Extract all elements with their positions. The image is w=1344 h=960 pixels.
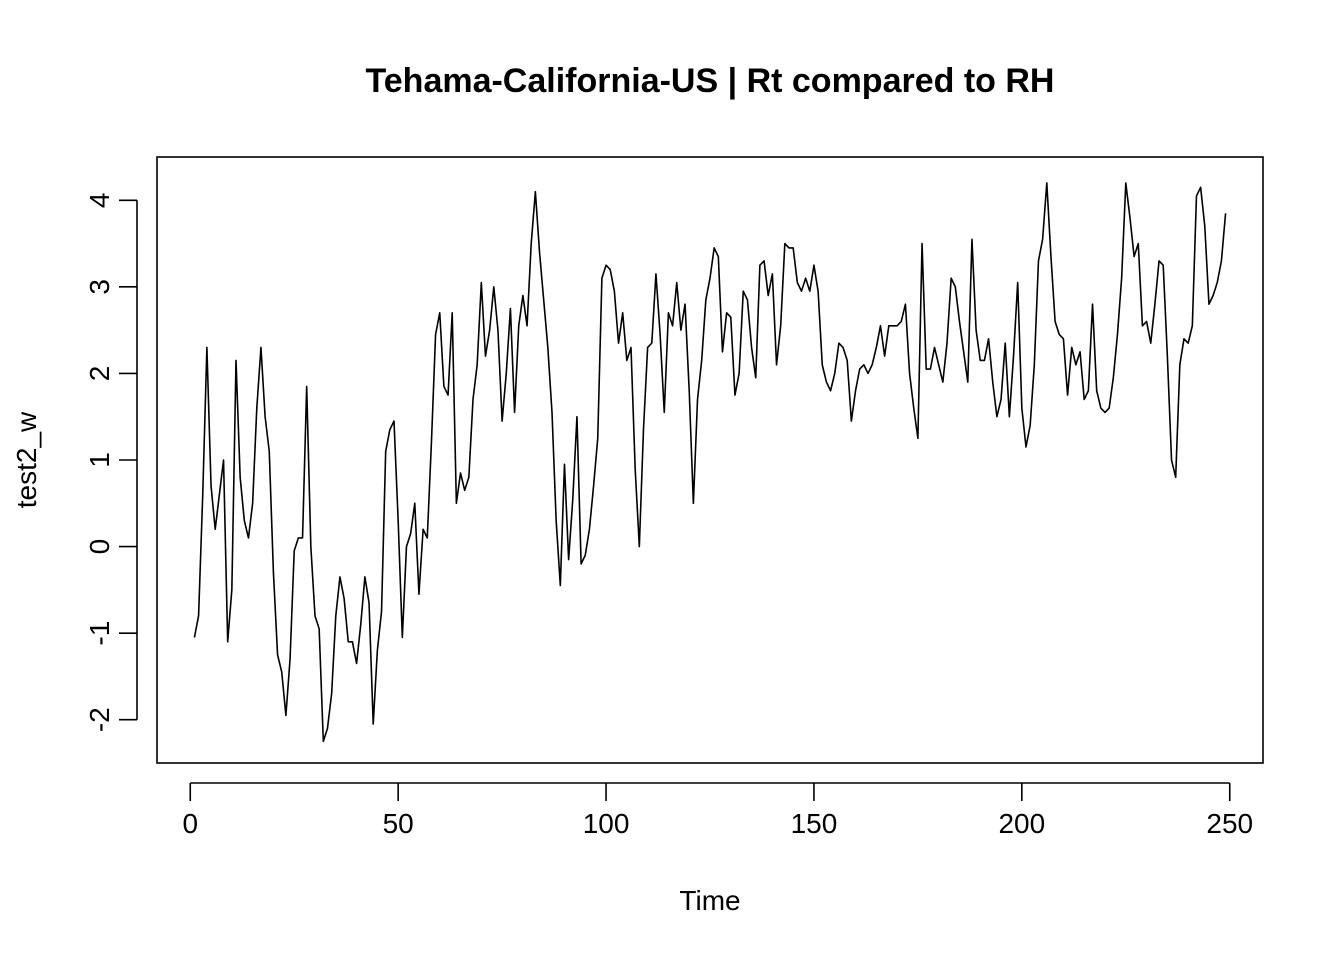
y-tick-label: -1 [84,621,115,646]
x-tick-label: 150 [791,808,838,839]
y-axis-label: test2_w [11,411,42,508]
y-tick-label: 1 [84,452,115,468]
y-axis: -2 -1 0 1 2 3 4 [84,192,138,732]
x-axis-label: Time [679,885,740,916]
y-tick-label: 0 [84,539,115,555]
x-axis: 0 50 100 150 200 250 [182,782,1253,839]
y-tick-label: 3 [84,279,115,295]
x-tick-label: 250 [1206,808,1253,839]
x-tick-label: 100 [583,808,630,839]
plot-frame [156,156,1264,764]
y-tick-label: 2 [84,366,115,382]
y-tick-label: -2 [84,707,115,732]
x-tick-label: 200 [998,808,1045,839]
y-tick-label: 4 [84,192,115,208]
series-line [193,182,1227,743]
x-tick-label: 0 [182,808,198,839]
x-tick-label: 50 [383,808,414,839]
chart-title: Tehama-California-US | Rt compared to RH [366,62,1055,100]
